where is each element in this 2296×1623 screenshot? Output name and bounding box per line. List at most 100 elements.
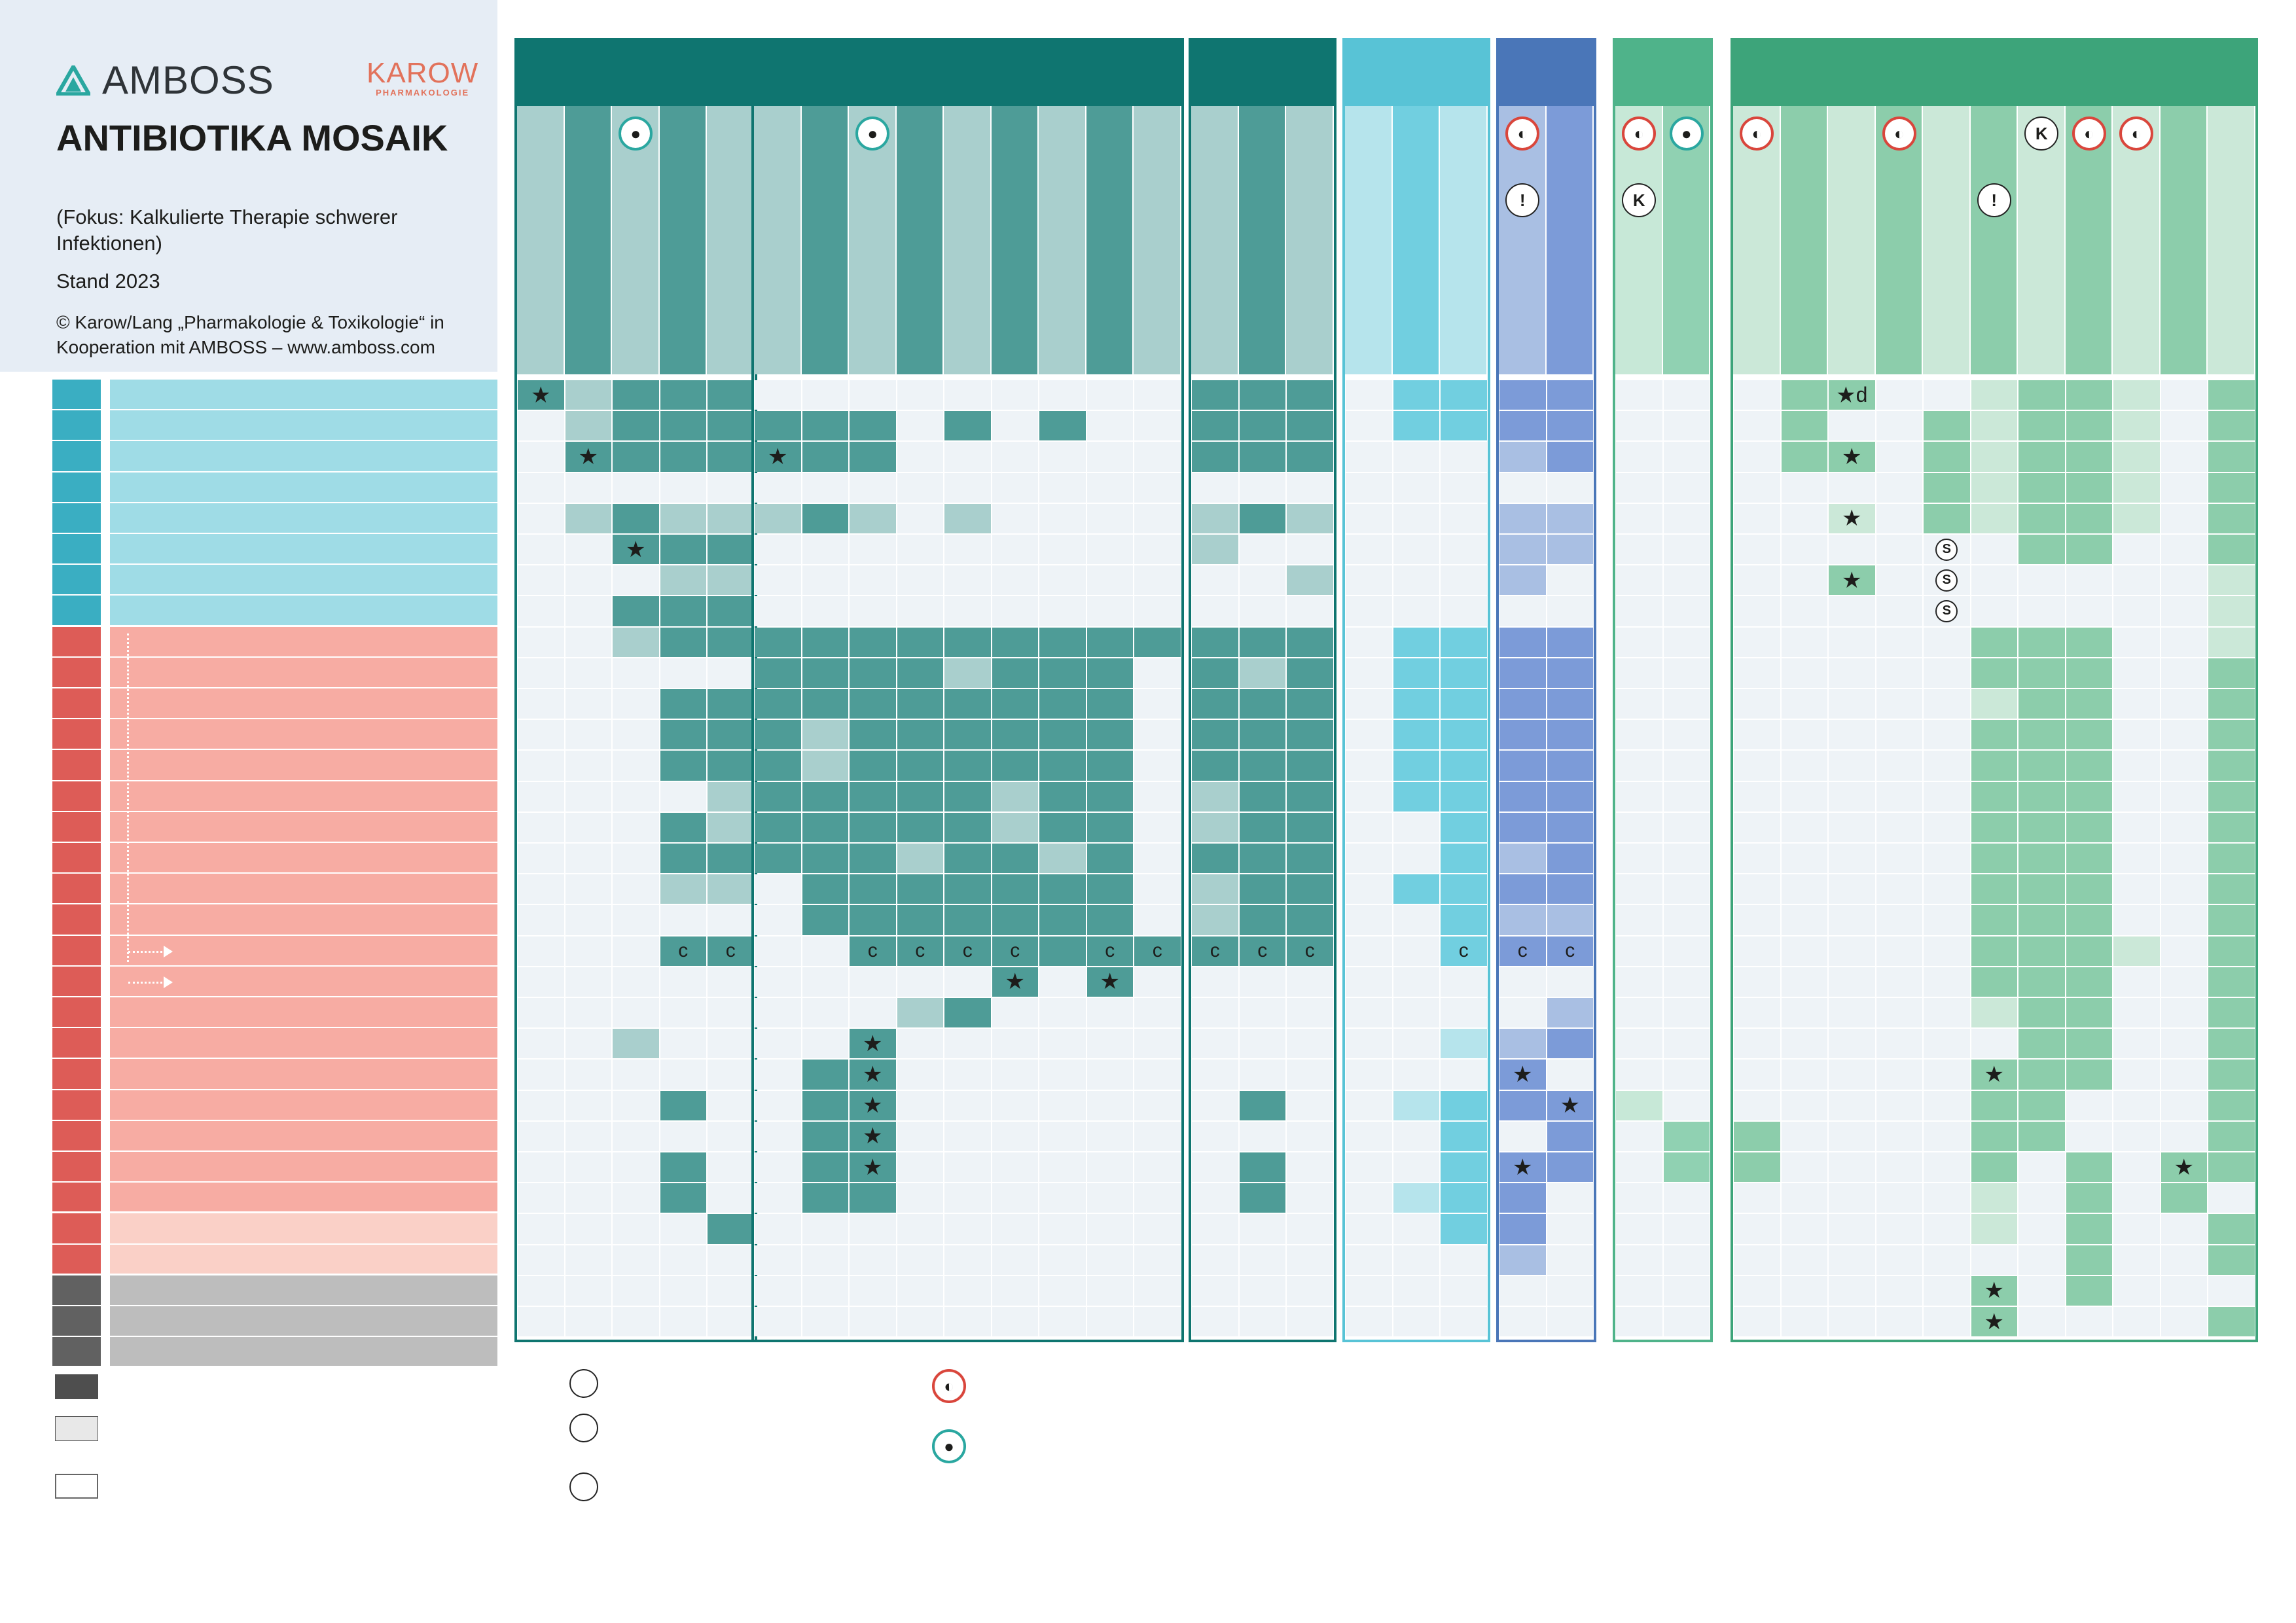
matrix-cell <box>1781 936 1827 966</box>
matrix-cell <box>755 1245 801 1275</box>
matrix-cell <box>2066 1121 2112 1151</box>
matrix-cell <box>755 1029 801 1059</box>
matrix-cell <box>1346 1121 1392 1151</box>
matrix-cell <box>1876 658 1922 688</box>
matrix-cell <box>1781 998 1827 1028</box>
matrix-cell <box>992 596 1038 626</box>
matrix-cell <box>897 905 943 935</box>
matrix-cell <box>944 751 991 781</box>
matrix-cell <box>850 627 896 657</box>
matrix-cell <box>2208 998 2255 1028</box>
matrix-cell <box>1287 1090 1333 1120</box>
matrix-cell <box>755 380 801 410</box>
matrix-cell <box>1239 658 1285 688</box>
organism-label <box>117 1275 497 1306</box>
matrix-cell <box>897 503 943 533</box>
matrix-cell <box>1781 627 1827 657</box>
matrix-cell <box>1781 1090 1827 1120</box>
matrix-cell <box>2066 596 2112 626</box>
matrix-cell <box>1663 751 1710 781</box>
matrix-cell <box>802 1245 848 1275</box>
matrix-cell <box>1393 535 1439 565</box>
matrix-cell <box>1734 1090 1780 1120</box>
matrix-cell <box>755 720 801 750</box>
matrix-cell <box>660 905 706 935</box>
matrix-cell <box>1134 1060 1181 1090</box>
matrix-cell <box>1499 1090 1546 1120</box>
matrix-cell <box>2161 1307 2207 1337</box>
row-separator <box>52 1119 497 1121</box>
matrix-cell <box>1086 874 1133 904</box>
drug-col-bg <box>754 106 802 374</box>
matrix-cell <box>2113 720 2160 750</box>
matrix-cell <box>565 535 611 565</box>
matrix-cell <box>992 844 1038 874</box>
mrgn-arrow <box>128 951 166 954</box>
drug-col-bg <box>1499 106 1547 374</box>
matrix-cell <box>1829 1183 1875 1213</box>
matrix-cell <box>1346 503 1392 533</box>
matrix-cell <box>850 411 896 441</box>
choice-star-icon: ★ <box>578 444 598 469</box>
matrix-cell <box>660 503 706 533</box>
matrix-cell <box>613 411 659 441</box>
matrix-cell <box>992 1121 1038 1151</box>
matrix-cell <box>1192 565 1238 596</box>
matrix-cell <box>1781 1183 1827 1213</box>
matrix-cell <box>1829 998 1875 1028</box>
matrix-cell <box>518 627 564 657</box>
matrix-cell <box>1393 1090 1439 1120</box>
matrix-cell <box>2208 1060 2255 1090</box>
organism-label <box>171 936 497 967</box>
matrix-cell <box>1287 1275 1333 1306</box>
matrix-cell <box>1134 1090 1181 1120</box>
matrix-cell <box>565 967 611 997</box>
matrix-cell <box>1086 658 1133 688</box>
matrix-cell <box>2113 936 2160 966</box>
row-separator <box>52 625 497 627</box>
nephrotoxic-kidney-icon: ◐ <box>1505 116 1540 151</box>
matrix-cell <box>1239 1060 1285 1090</box>
matrix-cell <box>2161 781 2207 812</box>
matrix-cell <box>802 1121 848 1151</box>
drug-col-bg <box>896 106 944 374</box>
matrix-cell <box>1134 473 1181 503</box>
section-rows-bg-3 <box>110 1275 497 1366</box>
matrix-cell <box>1239 535 1285 565</box>
matrix-cell: ★ <box>2161 1152 2207 1183</box>
matrix-cell <box>2066 658 2112 688</box>
matrix-cell <box>1734 380 1780 410</box>
matrix-cell <box>1039 1060 1086 1090</box>
matrix-cell <box>518 781 564 812</box>
matrix-cell <box>565 1060 611 1090</box>
matrix-cell <box>1829 844 1875 874</box>
matrix-cell <box>2113 1121 2160 1151</box>
matrix-cell <box>565 411 611 441</box>
matrix-cell <box>1876 380 1922 410</box>
matrix-cell <box>1239 1152 1285 1183</box>
matrix-cell <box>944 689 991 719</box>
matrix-cell <box>1547 1214 1593 1244</box>
matrix-cell <box>1616 627 1662 657</box>
matrix-cell <box>1499 1245 1546 1275</box>
matrix-cell <box>708 1245 754 1275</box>
matrix-cell <box>944 1307 991 1337</box>
matrix-cell <box>2161 411 2207 441</box>
matrix-cell <box>1616 720 1662 750</box>
matrix-cell <box>1134 812 1181 842</box>
matrix-cell <box>1346 1152 1392 1183</box>
matrix-cell <box>1192 535 1238 565</box>
row-separator <box>52 471 497 473</box>
matrix-cell: ★ <box>1829 565 1875 596</box>
matrix-cell <box>944 627 991 657</box>
matrix-cell <box>613 658 659 688</box>
matrix-cell <box>1192 1152 1238 1183</box>
matrix-cell <box>2113 1214 2160 1244</box>
matrix-cell <box>1039 411 1086 441</box>
matrix-cell <box>2208 1214 2255 1244</box>
matrix-cell <box>992 1214 1038 1244</box>
matrix-cell <box>897 627 943 657</box>
matrix-cell <box>1924 473 1970 503</box>
matrix-cell <box>1781 1060 1827 1090</box>
